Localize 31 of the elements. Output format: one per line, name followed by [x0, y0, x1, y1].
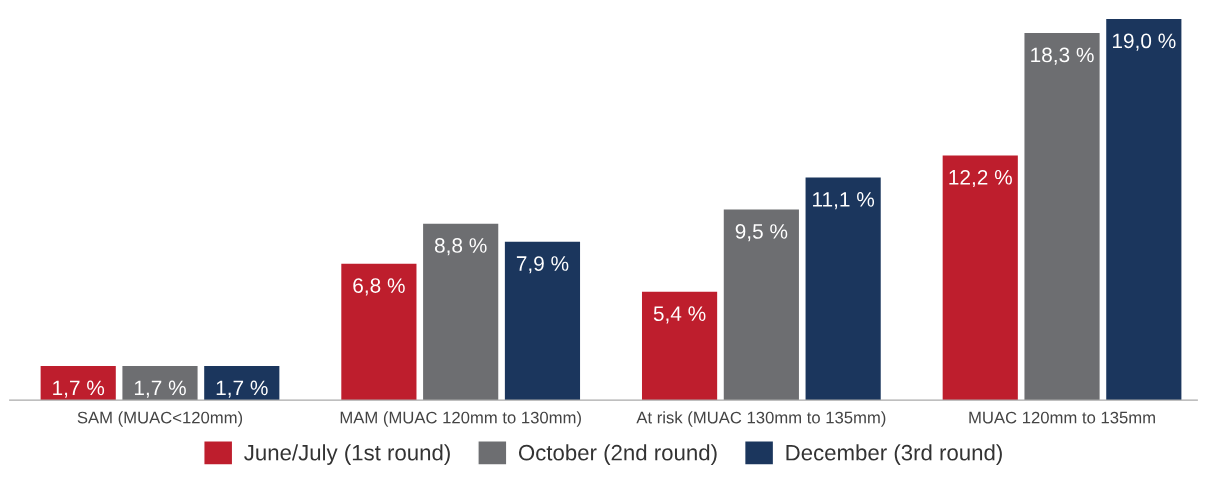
bar — [504, 241, 581, 401]
bar — [805, 177, 881, 401]
bar — [942, 155, 1018, 401]
data-label: 1,7 % — [53, 380, 105, 398]
bar — [341, 263, 417, 401]
legend-label: June/July (1st round) — [244, 444, 450, 465]
data-label: 19,0 % — [1112, 33, 1176, 51]
data-label: 1,7 % — [134, 380, 186, 398]
bar — [641, 291, 718, 401]
bar — [204, 366, 280, 401]
bar — [723, 209, 799, 401]
data-label: 6,8 % — [353, 278, 405, 296]
legend-label: October (2nd round) — [518, 444, 717, 465]
data-label: 18,3 % — [1031, 47, 1094, 65]
bar — [423, 223, 499, 401]
x-tick-label: SAM (MUAC<120mm) — [77, 411, 243, 427]
legend-label: December (3rd round) — [786, 444, 1002, 465]
data-label: 9,5 % — [735, 224, 788, 242]
x-tick-label: MAM (MUAC 120mm to 130mm) — [340, 411, 581, 427]
bar — [40, 366, 116, 401]
data-label: 7,9 % — [516, 256, 569, 274]
x-tick-label: MUAC 120mm to 135mm — [969, 411, 1155, 424]
data-label: 1,7 % — [216, 380, 268, 398]
x-tick-label: At risk (MUAC 130mm to 135mm) — [636, 411, 886, 427]
data-label: 12,2 % — [949, 169, 1012, 188]
data-label: 8,8 % — [434, 238, 487, 256]
data-label: 5,4 % — [653, 306, 706, 324]
data-label: 11,1 % — [813, 192, 875, 210]
bar — [1106, 19, 1182, 401]
bar — [1024, 33, 1100, 401]
bar — [122, 366, 198, 401]
